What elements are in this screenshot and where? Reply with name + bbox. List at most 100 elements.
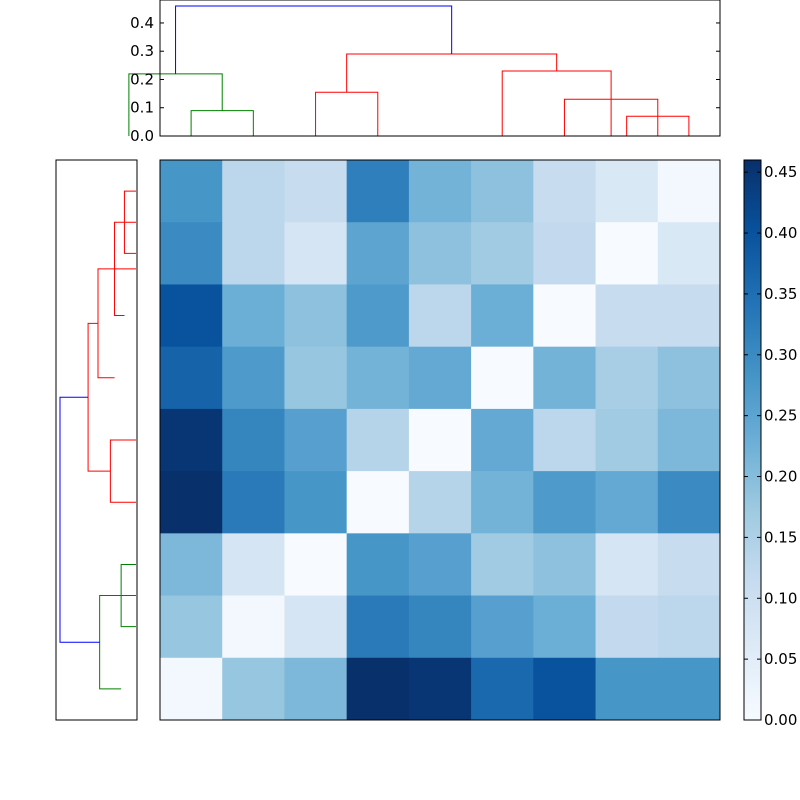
heatmap-cell-r3-c7	[595, 346, 659, 410]
heatmap-cell-r2-c3	[346, 284, 410, 348]
top-dendrogram-links	[128, 5, 690, 136]
colorbar-tick-label: 0.00	[764, 711, 797, 729]
top-dendrogram-link	[315, 91, 379, 136]
heatmap-cell-r0-c2	[284, 160, 348, 223]
heatmap-cell-r1-c3	[346, 222, 410, 285]
top-dendrogram-tick-label: 0.4	[130, 14, 154, 32]
heatmap-cell-r4-c6	[533, 408, 597, 472]
colorbar-tick-label: 0.05	[764, 650, 797, 668]
heatmap-cell-r6-c4	[408, 533, 472, 597]
heatmap-cell-r3-c8	[657, 346, 721, 410]
heatmap-cell-r2-c7	[595, 284, 659, 348]
heatmap-cell-r3-c6	[533, 346, 597, 410]
heatmap-cell-r8-c0	[160, 657, 223, 721]
top-dendrogram-link	[175, 5, 453, 74]
heatmap-cell-r6-c7	[595, 533, 659, 597]
heatmap-cell-r6-c8	[657, 533, 721, 597]
heatmap-cell-r1-c6	[533, 222, 597, 285]
left-dendrogram-link	[87, 322, 111, 472]
heatmap-cell-r2-c5	[471, 284, 534, 348]
top-dendrogram-tick-label: 0.3	[130, 42, 154, 60]
top-dendrogram: 0.0 0.1 0.2 0.3 0.4	[128, 0, 721, 145]
heatmap-cell-r8-c4	[408, 657, 472, 721]
colorbar-tick-label: 0.25	[764, 407, 797, 425]
colorbar-tick-label: 0.20	[764, 468, 797, 486]
heatmap-cell-r8-c6	[533, 657, 597, 721]
colorbar-axis: 0.00 0.05 0.10 0.15 0.20 0.25 0.30 0.35 0.40 0.45	[744, 163, 797, 729]
colorbar-tick-label: 0.10	[764, 589, 797, 607]
heatmap-cell-r3-c3	[346, 346, 410, 410]
heatmap-cell-r3-c0	[160, 346, 223, 410]
heatmap-cell-r1-c2	[284, 222, 348, 285]
heatmap-cell-r8-c3	[346, 657, 410, 721]
heatmap-cell-r5-c6	[533, 471, 597, 534]
heatmap-cell-r2-c0	[160, 284, 223, 348]
top-dendrogram-tick-label: 0.0	[130, 127, 154, 145]
heatmap-cell-r2-c2	[284, 284, 348, 348]
colorbar-tick-label: 0.40	[764, 224, 797, 242]
heatmap-cell-r0-c5	[471, 160, 534, 223]
heatmap-cell-r8-c5	[471, 657, 534, 721]
top-dendrogram-axis: 0.0 0.1 0.2 0.3 0.4	[130, 14, 720, 145]
colorbar-gradient	[744, 160, 761, 720]
heatmap	[159, 159, 721, 721]
heatmap-cell-r0-c4	[408, 160, 472, 223]
left-dendrogram-frame	[55, 159, 138, 721]
heatmap-cell-r0-c1	[222, 160, 285, 223]
heatmap-cell-r4-c4	[408, 408, 472, 472]
heatmap-cell-r4-c1	[222, 408, 285, 472]
heatmap-cell-r6-c3	[346, 533, 410, 597]
heatmap-cells	[160, 160, 721, 721]
heatmap-cell-r2-c8	[657, 284, 721, 348]
heatmap-cell-r8-c7	[595, 657, 659, 721]
heatmap-cell-r6-c0	[160, 533, 223, 597]
heatmap-cell-r7-c2	[284, 595, 348, 659]
heatmap-cell-r7-c7	[595, 595, 659, 659]
heatmap-cell-r7-c0	[160, 595, 223, 659]
top-dendrogram-tick-label: 0.1	[130, 99, 154, 117]
heatmap-cell-r1-c4	[408, 222, 472, 285]
heatmap-cell-r2-c1	[222, 284, 285, 348]
heatmap-cell-r7-c4	[408, 595, 472, 659]
heatmap-cell-r3-c2	[284, 346, 348, 410]
heatmap-cell-r6-c5	[471, 533, 534, 597]
heatmap-cell-r8-c1	[222, 657, 285, 721]
heatmap-cell-r0-c3	[346, 160, 410, 223]
heatmap-cell-r3-c1	[222, 346, 285, 410]
heatmap-cell-r8-c2	[284, 657, 348, 721]
colorbar-frame	[743, 159, 762, 721]
heatmap-cell-r0-c6	[533, 160, 597, 223]
heatmap-cell-r2-c4	[408, 284, 472, 348]
colorbar-tick-label: 0.15	[764, 528, 797, 546]
heatmap-cell-r6-c6	[533, 533, 597, 597]
heatmap-cell-r0-c7	[595, 160, 659, 223]
colorbar-tick-label: 0.35	[764, 285, 797, 303]
heatmap-cell-r5-c1	[222, 471, 285, 534]
colorbar-tick-label: 0.45	[764, 163, 797, 181]
heatmap-cell-r4-c2	[284, 408, 348, 472]
heatmap-cell-r7-c5	[471, 595, 534, 659]
heatmap-cell-r5-c0	[160, 471, 223, 534]
heatmap-cell-r4-c5	[471, 408, 534, 472]
top-dendrogram-frame	[159, 0, 721, 137]
heatmap-cell-r7-c6	[533, 595, 597, 659]
heatmap-cell-r5-c5	[471, 471, 534, 534]
heatmap-cell-r6-c2	[284, 533, 348, 597]
colorbar: 0.00 0.05 0.10 0.15 0.20 0.25 0.30 0.35 0.40 0.45	[743, 159, 797, 729]
left-dendrogram	[55, 159, 138, 721]
heatmap-cell-r4-c7	[595, 408, 659, 472]
heatmap-cell-r8-c8	[657, 657, 721, 721]
heatmap-cell-r4-c0	[160, 408, 223, 472]
heatmap-cell-r4-c3	[346, 408, 410, 472]
heatmap-cell-r7-c1	[222, 595, 285, 659]
colorbar-tick-label: 0.30	[764, 346, 797, 364]
top-dendrogram-link	[128, 73, 223, 136]
left-dendrogram-link	[59, 396, 100, 643]
heatmap-cell-r7-c3	[346, 595, 410, 659]
heatmap-cell-r1-c8	[657, 222, 721, 285]
heatmap-frame	[159, 159, 721, 721]
heatmap-cell-r5-c2	[284, 471, 348, 534]
heatmap-cell-r0-c8	[657, 160, 721, 223]
heatmap-cell-r6-c1	[222, 533, 285, 597]
top-dendrogram-link	[346, 53, 558, 93]
